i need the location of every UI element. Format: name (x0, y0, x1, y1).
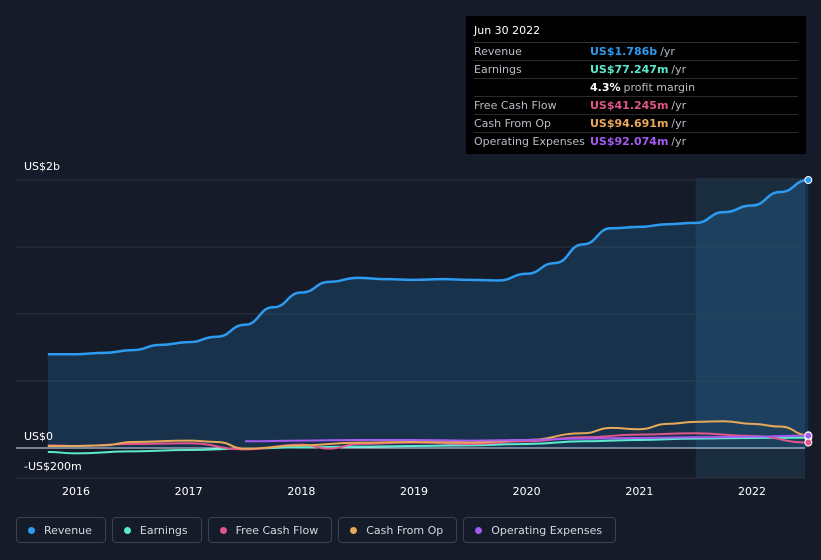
revenue-endpoint (804, 176, 813, 184)
tooltip-row-unit: profit margin (623, 81, 696, 94)
operating-expenses-line (244, 434, 809, 443)
chart-legend: Revenue Earnings Free Cash Flow Cash From O… (16, 517, 617, 543)
tooltip-row-label: Revenue (474, 45, 522, 58)
tooltip-row: Earnings US$77.247m/yr (474, 61, 798, 79)
x-tick-label: 2022 (738, 485, 766, 498)
legend-dot-icon (28, 526, 35, 534)
chart-area: US$2b US$0 -US$200m 2016 2017 2018 2019 2020 202… (16, 160, 813, 498)
legend-item-revenue[interactable]: Revenue (16, 517, 106, 543)
legend-label: Earnings (139, 523, 188, 537)
y-tick-label: US$0 (24, 430, 53, 443)
tooltip-date: Jun 30 2022 (474, 22, 798, 43)
tooltip-panel: Jun 30 2022 Revenue US$1.786b/yr Earnings U… (466, 16, 806, 154)
tooltip-row-value: US$41.245m (590, 99, 669, 112)
revenue-line (47, 178, 809, 356)
tooltip-row-value: US$77.247m (590, 63, 669, 76)
operating-expenses-endpoint (804, 431, 813, 440)
tooltip-row-label: Earnings (474, 63, 522, 76)
x-tick-label: 2021 (625, 485, 653, 498)
tooltip-row-label: Cash From Op (474, 117, 552, 130)
legend-item-cash-from-op[interactable]: Cash From Op (338, 517, 458, 543)
tooltip-row-value: US$92.074m (590, 135, 669, 148)
free-cash-flow-endpoint (804, 438, 813, 447)
tooltip-row-value: US$1.786b (590, 45, 658, 58)
legend-item-operating-expenses[interactable]: Operating Expenses (463, 517, 617, 543)
tooltip-row-label (474, 79, 590, 96)
legend-dot-icon (350, 526, 358, 534)
x-tick-label: 2019 (400, 485, 428, 498)
x-tick-label: 2018 (287, 485, 315, 498)
free-cash-flow-line (47, 432, 809, 451)
legend-item-earnings[interactable]: Earnings (111, 517, 202, 543)
tooltip-row-unit: /yr (671, 135, 687, 148)
legend-label: Operating Expenses (491, 523, 603, 537)
tooltip-row-unit: /yr (671, 63, 687, 76)
x-tick-label: 2017 (175, 485, 203, 498)
legend-item-free-cash-flow[interactable]: Free Cash Flow (207, 517, 333, 543)
tooltip-row-value: 4.3% (590, 81, 621, 94)
tooltip-row-unit: /yr (671, 117, 687, 130)
tooltip-row: Cash From Op US$94.691m/yr (474, 115, 798, 133)
tooltip-row: Revenue US$1.786b/yr (474, 43, 798, 61)
y-tick-label: US$2b (24, 160, 60, 173)
cash-from-op-line (47, 420, 809, 450)
legend-label: Cash From Op (366, 523, 444, 537)
tooltip-row-label: Operating Expenses (474, 135, 585, 148)
legend-label: Revenue (44, 523, 92, 537)
legend-dot-icon (123, 526, 131, 534)
earnings-line (47, 436, 809, 455)
legend-label: Free Cash Flow (235, 523, 319, 537)
x-tick-label: 2020 (513, 485, 541, 498)
legend-dot-icon (219, 526, 227, 534)
legend-dot-icon (475, 526, 483, 534)
tooltip-row: Free Cash Flow US$41.245m/yr (474, 97, 798, 115)
tooltip-row: Operating Expenses US$92.074m/yr (474, 133, 798, 150)
tooltip-row-label: Free Cash Flow (474, 99, 557, 112)
revenue-area (47, 180, 809, 448)
tooltip-row-value: US$94.691m (590, 117, 669, 130)
tooltip-row-unit: /yr (660, 45, 675, 58)
y-tick-label: -US$200m (24, 460, 82, 473)
tooltip-row-unit: /yr (671, 99, 687, 112)
tooltip-row: 4.3% profit margin (474, 79, 798, 97)
x-tick-label: 2016 (62, 485, 90, 498)
